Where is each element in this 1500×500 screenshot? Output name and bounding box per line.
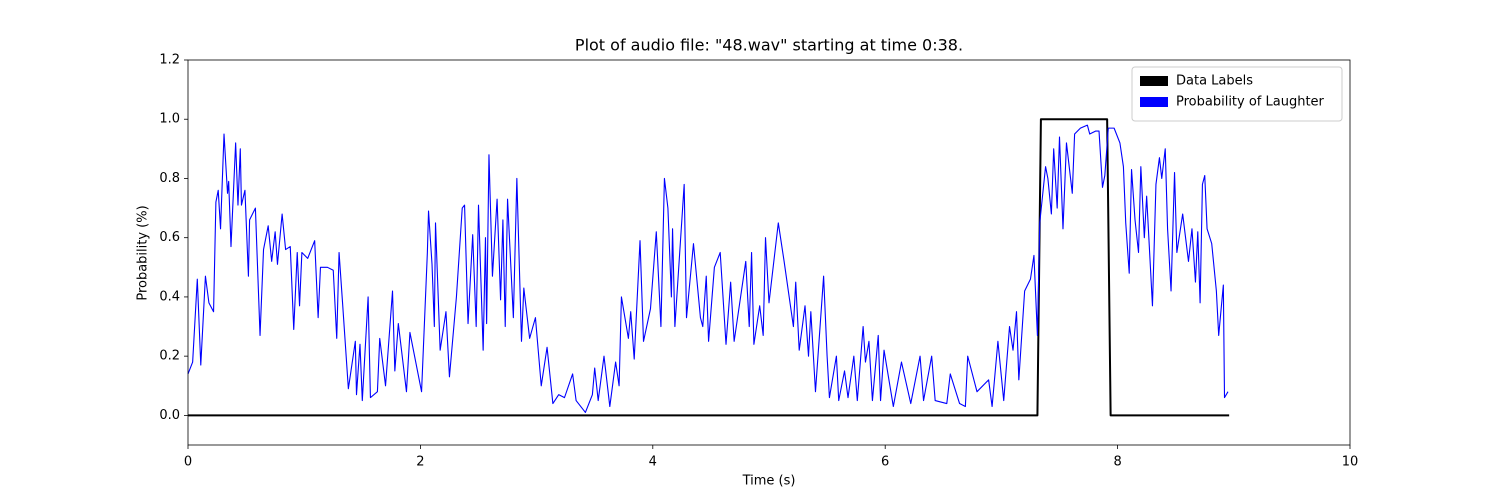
y-tick-label: 0.8	[159, 171, 180, 186]
x-tick-label: 6	[881, 455, 889, 470]
legend-swatch	[1140, 76, 1168, 86]
y-tick-label: 0.6	[159, 230, 180, 245]
legend-label: Data Labels	[1176, 74, 1253, 89]
x-tick-label: 10	[1342, 455, 1359, 470]
y-axis-label: Probability (%)	[136, 205, 151, 300]
x-tick-label: 0	[184, 455, 192, 470]
x-tick-label: 8	[1113, 455, 1121, 470]
y-tick-label: 0.0	[159, 408, 180, 423]
data-line	[187, 124, 1229, 413]
chart-title: Plot of audio file: "48.wav" starting at…	[575, 36, 963, 55]
plot-frame	[187, 59, 1351, 446]
y-tick-label: 0.4	[159, 289, 180, 304]
y-tick-label: 1.2	[159, 53, 180, 68]
x-tick-label: 4	[649, 455, 657, 470]
legend-label: Probability of Laughter	[1176, 95, 1325, 110]
legend-swatch	[1140, 97, 1168, 107]
data-line	[188, 118, 1230, 417]
x-axis-label: Time (s)	[742, 474, 796, 489]
y-tick-label: 1.0	[159, 112, 180, 127]
x-tick-label: 2	[416, 455, 424, 470]
y-tick-label: 0.2	[159, 349, 180, 364]
legend-box	[1131, 66, 1343, 122]
